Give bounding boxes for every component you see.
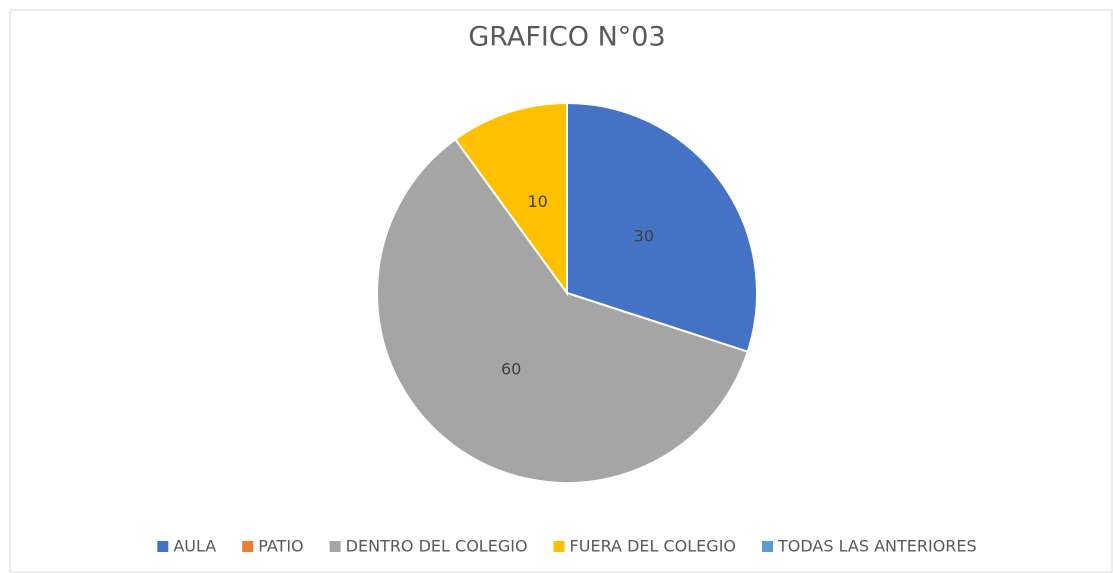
data-label: 30: [634, 227, 654, 246]
data-label: 10: [527, 192, 547, 211]
legend-label: DENTRO DEL COLEGIO: [346, 537, 528, 556]
legend-label: FUERA DEL COLEGIO: [570, 537, 736, 556]
legend-swatch: [329, 541, 341, 552]
pie-slice: [376, 137, 749, 484]
legend-label: AULA: [173, 537, 216, 556]
chart-title: GRAFICO N°03: [468, 22, 665, 53]
legend-label: PATIO: [258, 537, 303, 556]
legend-swatch: [242, 541, 254, 552]
legend-swatch: [553, 541, 565, 552]
legend-label: TODAS LAS ANTERIORES: [777, 537, 977, 556]
data-label: 60: [501, 359, 521, 378]
pie-slice: [566, 101, 758, 353]
legend-swatch: [762, 541, 773, 552]
legend-swatch: [157, 541, 169, 552]
pie-slice: [453, 101, 568, 297]
